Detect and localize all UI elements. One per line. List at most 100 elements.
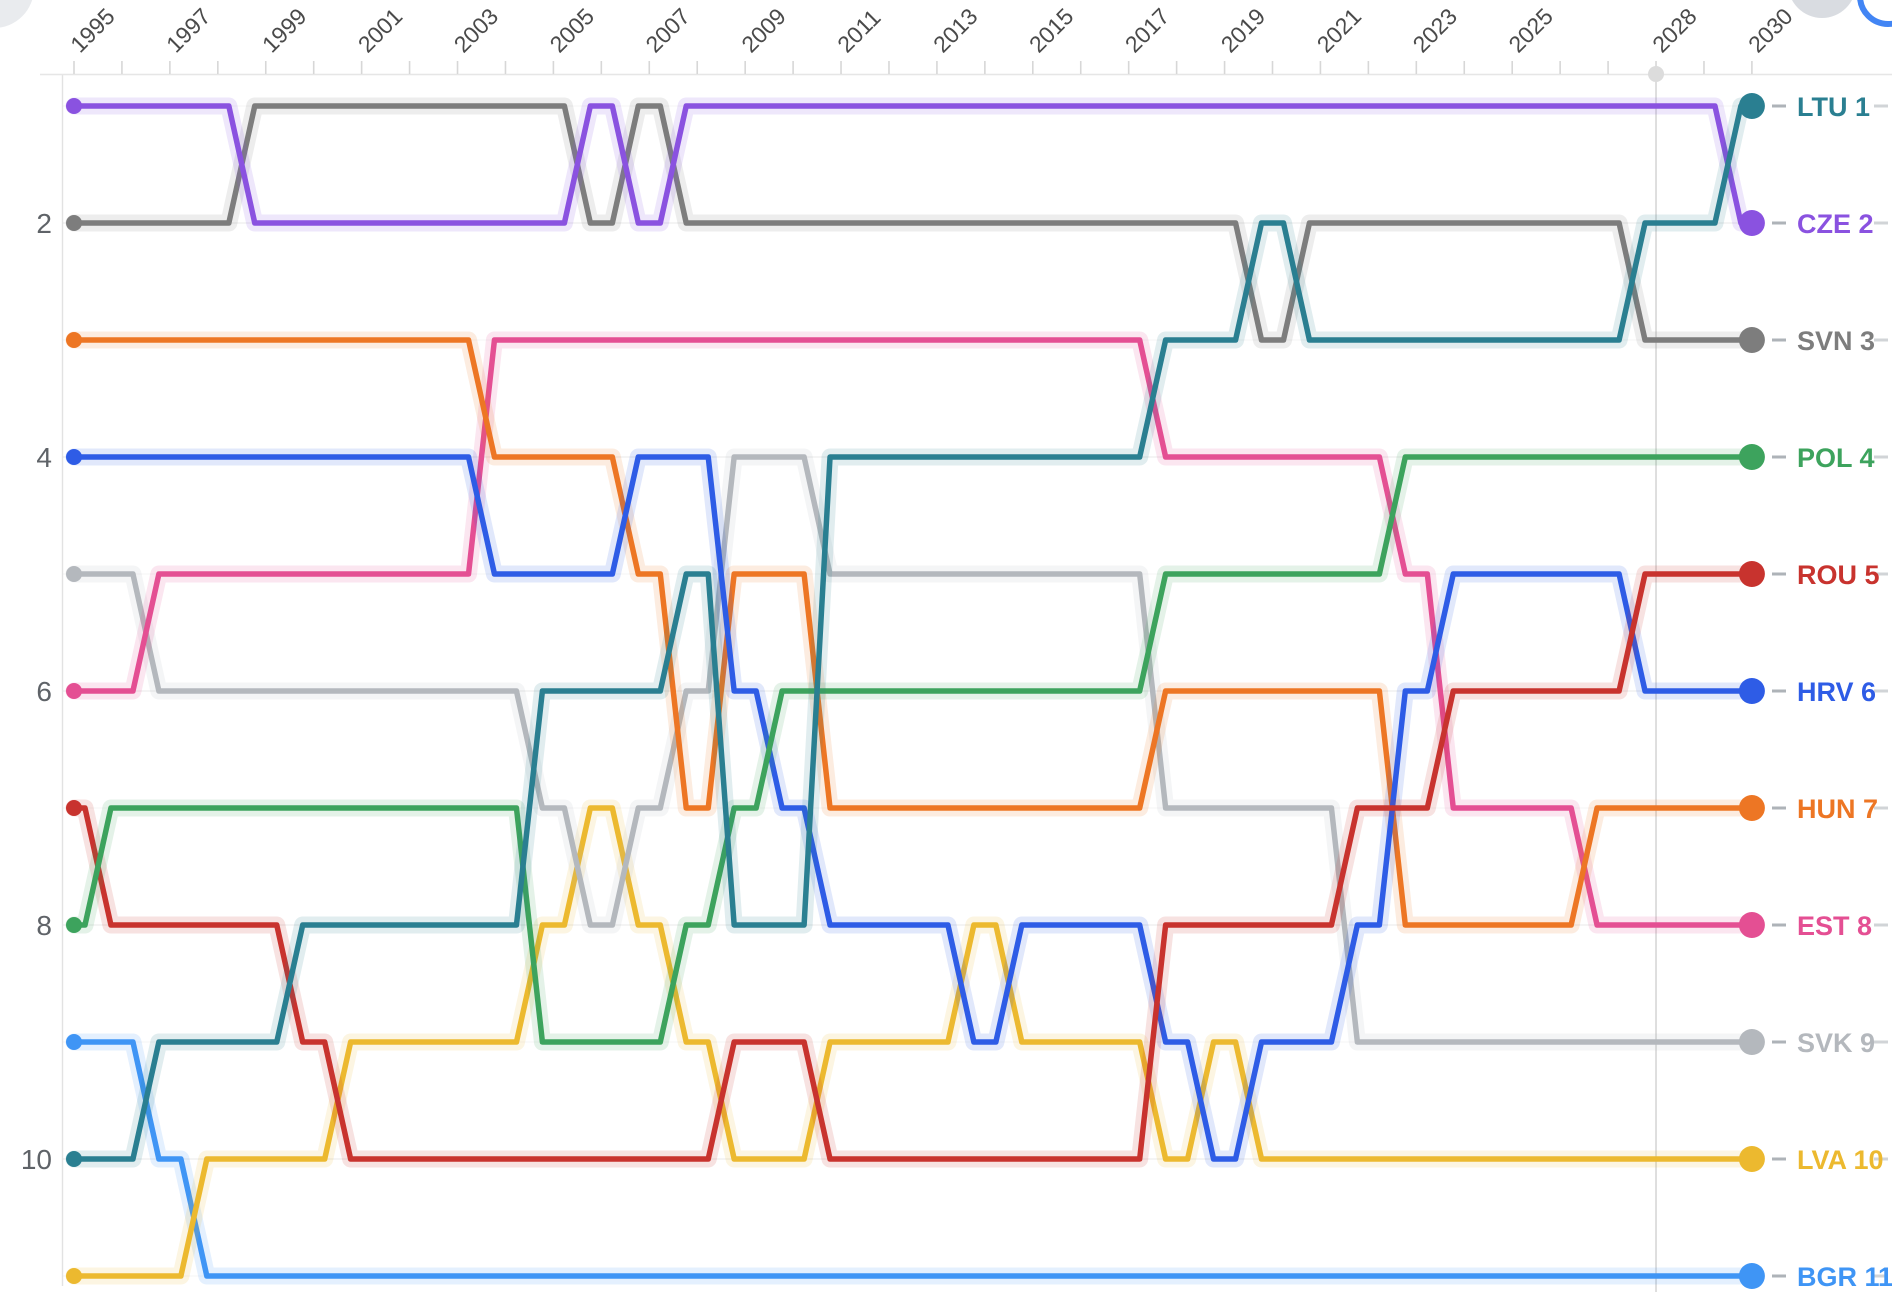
CZE-line[interactable] [71, 103, 1755, 226]
legend-label-SVN[interactable]: SVN 3 [1797, 326, 1875, 356]
legend-item-EST[interactable]: EST 8 [1738, 911, 1888, 941]
LTU-line[interactable] [71, 103, 1755, 1162]
x-axis-label-1995: 1995 [65, 3, 120, 58]
BGR-end-dot [1738, 1263, 1765, 1289]
EST-halo [65, 331, 1761, 934]
ROU-end-dot [1738, 561, 1765, 587]
series-HRV[interactable] [65, 448, 1761, 1168]
legend-item-CZE[interactable]: CZE 2 [1738, 209, 1888, 239]
POL-line[interactable] [71, 454, 1755, 1045]
LVA-start-dot [66, 1268, 82, 1284]
series-LTU[interactable] [65, 97, 1761, 1168]
legend-label-HUN[interactable]: HUN 7 [1797, 794, 1878, 824]
HRV-start-dot [66, 449, 82, 465]
CZE-halo [65, 97, 1761, 232]
CZE-end-dot [1738, 210, 1765, 236]
x-axis-label-1997: 1997 [161, 3, 216, 58]
top-left-partial-button[interactable] [0, 0, 34, 28]
legend-label-EST[interactable]: EST 8 [1797, 911, 1872, 941]
LTU-halo [65, 97, 1761, 1168]
y-axis-label-10: 10 [21, 1144, 52, 1175]
top-right-blue-ring-button[interactable] [1857, 0, 1892, 27]
series-POL[interactable] [65, 448, 1761, 1051]
BGR-line[interactable] [71, 1039, 1755, 1279]
SVN-end-dot [1738, 327, 1765, 353]
SVK-line[interactable] [71, 454, 1755, 1045]
SVK-start-dot [66, 566, 82, 582]
series-EST[interactable] [65, 331, 1761, 934]
x-axis-label-2017: 2017 [1120, 3, 1175, 58]
legend-item-SVN[interactable]: SVN 3 [1738, 326, 1888, 356]
legend-label-CZE[interactable]: CZE 2 [1797, 209, 1874, 239]
LVA-end-dot [1738, 1146, 1765, 1172]
y-axis-label-6: 6 [36, 676, 52, 707]
BGR-start-dot [66, 1034, 82, 1050]
legend-label-HRV[interactable]: HRV 6 [1797, 677, 1876, 707]
HRV-end-dot [1738, 678, 1765, 704]
legend-item-POL[interactable]: POL 4 [1738, 443, 1888, 473]
POL-halo [65, 448, 1761, 1051]
EST-end-dot [1738, 912, 1765, 938]
x-axis-label-2005: 2005 [545, 3, 600, 58]
legend-item-BGR[interactable]: BGR 11 [1738, 1262, 1892, 1292]
HUN-start-dot [66, 332, 82, 348]
HUN-halo [65, 331, 1761, 934]
x-axis-label-2019: 2019 [1216, 3, 1271, 58]
POL-end-dot [1738, 444, 1765, 470]
series-BGR[interactable] [65, 1033, 1761, 1285]
ROU-line[interactable] [71, 571, 1755, 1162]
SVK-halo [65, 448, 1761, 1051]
series-HUN[interactable] [65, 331, 1761, 934]
SVN-start-dot [66, 215, 82, 231]
legend-label-SVK[interactable]: SVK 9 [1797, 1028, 1875, 1058]
series-SVN[interactable] [65, 97, 1761, 349]
legend-item-HUN[interactable]: HUN 7 [1738, 794, 1888, 824]
legend-label-POL[interactable]: POL 4 [1797, 443, 1875, 473]
POL-start-dot [66, 917, 82, 933]
series-ROU[interactable] [65, 565, 1761, 1168]
ROU-halo [65, 565, 1761, 1168]
x-axis-label-2001: 2001 [353, 3, 408, 58]
legend-label-BGR[interactable]: BGR 11 [1797, 1262, 1892, 1292]
HUN-end-dot [1738, 795, 1765, 821]
legend-item-ROU[interactable]: ROU 5 [1738, 560, 1888, 590]
CZE-start-dot [66, 98, 82, 114]
x-axis-label-2011: 2011 [832, 4, 885, 57]
hover-axis-dot-2028 [1648, 66, 1665, 82]
x-axis-label-2009: 2009 [736, 3, 791, 58]
legend-item-LVA[interactable]: LVA 10 [1738, 1145, 1888, 1175]
series-CZE[interactable] [65, 97, 1761, 232]
SVK-end-dot [1738, 1029, 1765, 1055]
x-axis-label-2007: 2007 [640, 3, 695, 58]
series-SVK[interactable] [65, 448, 1761, 1051]
legend-label-LTU[interactable]: LTU 1 [1797, 92, 1870, 122]
legend-item-LTU[interactable]: LTU 1 [1738, 92, 1888, 122]
x-axis-label-2021: 2021 [1312, 3, 1367, 58]
SVN-line[interactable] [71, 103, 1755, 343]
x-axis-label-2030: 2030 [1743, 3, 1798, 58]
ROU-start-dot [66, 800, 82, 816]
legend-item-SVK[interactable]: SVK 9 [1738, 1028, 1888, 1058]
x-axis-label-2028: 2028 [1647, 3, 1702, 58]
top-right-gray-circle-button[interactable] [1788, 0, 1856, 18]
legend-label-LVA[interactable]: LVA 10 [1797, 1145, 1884, 1175]
y-axis-label-8: 8 [36, 910, 52, 941]
x-axis-label-2023: 2023 [1407, 3, 1462, 58]
HRV-line[interactable] [71, 454, 1755, 1162]
legend-item-HRV[interactable]: HRV 6 [1738, 677, 1888, 707]
EST-start-dot [66, 683, 82, 699]
x-axis-label-2013: 2013 [928, 3, 983, 58]
EST-line[interactable] [71, 337, 1755, 928]
y-axis-label-2: 2 [36, 208, 52, 239]
HUN-line[interactable] [71, 337, 1755, 928]
LTU-start-dot [66, 1151, 82, 1167]
x-axis-label-1999: 1999 [257, 3, 312, 58]
x-axis-label-2015: 2015 [1024, 3, 1079, 58]
x-axis-label-2003: 2003 [449, 3, 504, 58]
legend-label-ROU[interactable]: ROU 5 [1797, 560, 1880, 590]
x-axis-label-2025: 2025 [1503, 3, 1558, 58]
y-axis-label-4: 4 [36, 442, 52, 473]
LTU-end-dot [1738, 93, 1765, 119]
